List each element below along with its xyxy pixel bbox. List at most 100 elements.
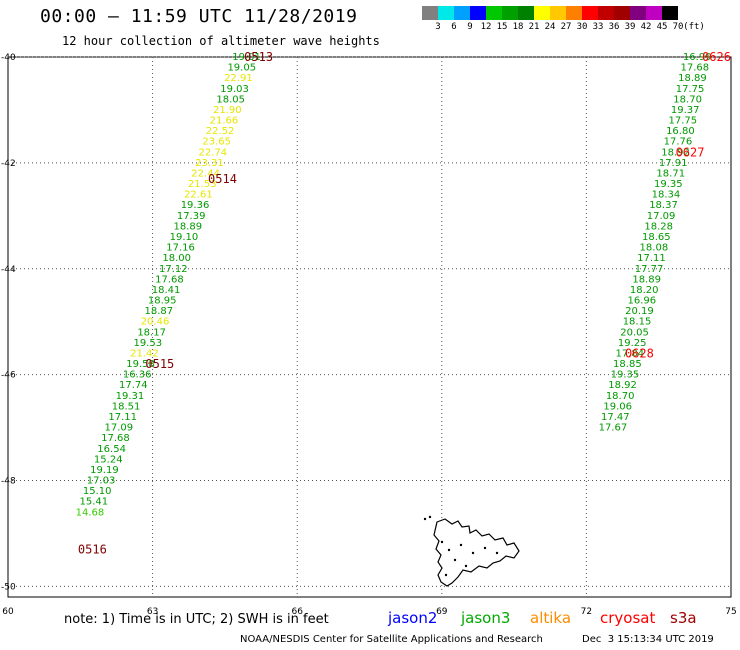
legend-label: 33 xyxy=(592,22,604,32)
wave-height-value: 18.08 xyxy=(640,243,669,254)
wave-height-value: 18.89 xyxy=(678,73,707,84)
wave-height-value: 17.09 xyxy=(647,211,676,222)
wave-height-value: 16.99 xyxy=(683,52,712,63)
wave-height-value: 17.16 xyxy=(166,243,195,254)
wave-height-value: 16.36 xyxy=(123,370,152,381)
wave-height-value: 17.75 xyxy=(668,116,697,127)
axis-ticks: 60 63 66 69 72 75 -40 -42 -44 -46 -48 -50 xyxy=(1,53,737,617)
wave-height-value: 16.80 xyxy=(666,126,695,137)
legend-swatch xyxy=(534,6,550,20)
lat-tick-label: -44 xyxy=(1,265,16,275)
legend-swatch xyxy=(662,6,678,20)
legend-swatch xyxy=(422,6,438,20)
lon-tick-label: 69 xyxy=(436,607,448,617)
wave-height-value: 17.84 xyxy=(615,348,644,359)
wave-height-value: 19.31 xyxy=(116,391,145,402)
legend-swatch xyxy=(518,6,534,20)
island-islet xyxy=(423,517,427,521)
wave-height-value: 18.20 xyxy=(630,285,659,296)
lat-tick-label: -42 xyxy=(1,159,16,169)
wave-height-value: 17.67 xyxy=(599,423,628,434)
island-islet xyxy=(459,543,463,547)
wave-height-value: 18.41 xyxy=(152,285,181,296)
pass-time-label: 0627 xyxy=(676,145,705,159)
wave-height-value: 19.35 xyxy=(654,179,683,190)
wave-height-value: 17.09 xyxy=(105,423,134,434)
color-scale-bar xyxy=(422,6,678,20)
wave-height-value: 18.71 xyxy=(656,168,685,179)
legend-swatch xyxy=(550,6,566,20)
legend-swatch xyxy=(614,6,630,20)
wave-height-value: 16.96 xyxy=(628,296,657,307)
legend-swatch xyxy=(438,6,454,20)
wave-height-value: 15.41 xyxy=(79,497,108,508)
legend-swatch xyxy=(598,6,614,20)
wave-height-value: 19.37 xyxy=(671,105,700,116)
island-islet xyxy=(453,558,457,562)
island-islet xyxy=(495,551,499,555)
wave-height-value: 18.87 xyxy=(145,306,174,317)
satellite-name: altika xyxy=(530,609,572,627)
wave-height-value: 15.24 xyxy=(94,454,123,465)
wave-height-value: 18.17 xyxy=(137,327,166,338)
wave-height-value: 17.91 xyxy=(659,158,688,169)
wave-height-value: 21.42 xyxy=(130,348,159,359)
lon-tick-label: 75 xyxy=(725,607,736,617)
legend-label: 36 xyxy=(608,22,620,32)
satellite-name: jason2 xyxy=(388,609,438,627)
legend-label: 9 xyxy=(467,22,473,32)
wave-height-value: 19.06 xyxy=(603,401,632,412)
wave-height-value: 22.52 xyxy=(206,126,235,137)
wave-height-value: 23.31 xyxy=(195,158,224,169)
legend-label: 42 xyxy=(640,22,652,32)
lon-tick-label: 72 xyxy=(581,607,592,617)
wave-height-value: 18.85 xyxy=(613,359,642,370)
satellite-name: cryosat xyxy=(600,609,656,627)
wave-height-value: 17.12 xyxy=(159,264,188,275)
island-shape xyxy=(433,518,520,587)
wave-height-value: 22.91 xyxy=(224,73,253,84)
wave-height-value: 17.39 xyxy=(177,211,206,222)
wave-height-value: 17.68 xyxy=(681,63,710,74)
wave-height-value: 18.51 xyxy=(112,401,141,412)
legend-label: 70 xyxy=(672,22,684,32)
wave-height-value: 18.89 xyxy=(173,221,202,232)
wave-height-value: 20.46 xyxy=(141,317,170,328)
wave-height-value: 18.92 xyxy=(661,147,690,158)
wave-height-value: 18.89 xyxy=(632,274,661,285)
pass-time-label: 0628 xyxy=(625,346,654,360)
wave-height-value: 15.10 xyxy=(83,486,112,497)
map-subtitle: 12 hour collection of altimeter wave hei… xyxy=(62,34,380,48)
wave-height-value: 17.68 xyxy=(101,433,130,444)
wave-height-value: 18.15 xyxy=(623,317,652,328)
legend-swatch xyxy=(582,6,598,20)
lat-tick-label: -48 xyxy=(1,477,16,487)
wave-height-value: 17.11 xyxy=(637,253,666,264)
legend-label: 45 xyxy=(656,22,668,32)
lon-tick-label: 63 xyxy=(147,607,158,617)
wave-height-value: 18.65 xyxy=(642,232,671,243)
wave-height-value: 17.11 xyxy=(108,412,137,423)
legend-label: 30 xyxy=(576,22,588,32)
lon-tick-label: 66 xyxy=(291,607,303,617)
wave-height-value: 18.28 xyxy=(644,221,673,232)
pass-time-label: 0513 xyxy=(244,50,273,64)
wave-height-value: 20.19 xyxy=(625,306,654,317)
satellite-name: jason3 xyxy=(461,609,511,627)
generated-time: Dec 3 15:13:34 UTC 2019 xyxy=(582,634,714,645)
wave-height-value: 18.92 xyxy=(608,380,637,391)
wave-height-value: 19.36 xyxy=(181,200,210,211)
lat-tick-label: -50 xyxy=(1,582,16,592)
wave-height-value: 19.10 xyxy=(170,232,199,243)
wave-height-value: 22.44 xyxy=(191,168,220,179)
credit-line: NOAA/NESDIS Center for Satellite Applica… xyxy=(240,634,543,645)
island-islet xyxy=(428,515,432,519)
island-islet xyxy=(447,548,451,552)
pass-time-label: 0515 xyxy=(145,357,174,371)
wave-height-value: 17.74 xyxy=(119,380,148,391)
legend-swatch xyxy=(630,6,646,20)
island-outline xyxy=(423,515,520,587)
wave-height-value: 17.76 xyxy=(664,137,693,148)
satellite-name: s3a xyxy=(670,609,697,627)
